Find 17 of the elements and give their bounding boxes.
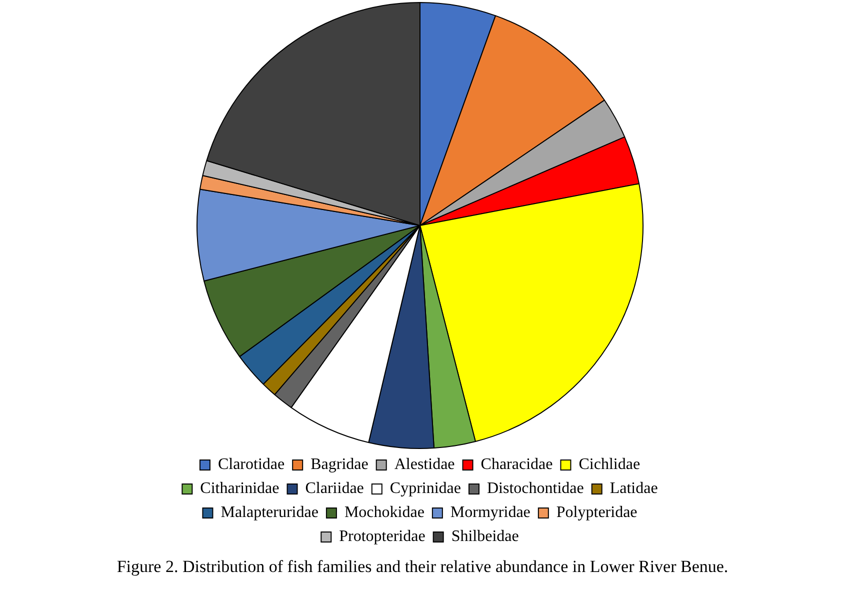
legend-label: Clariidae: [305, 480, 364, 498]
legend-label: Polypteridae: [556, 504, 638, 522]
legend-label: Alestidae: [394, 456, 455, 474]
legend-label: Bagridae: [310, 456, 368, 474]
legend-label: Malapteruridae: [220, 504, 318, 522]
legend-label: Cyprinidae: [390, 480, 461, 498]
legend-label: Clarotidae: [218, 456, 285, 474]
legend-label: Protopteridae: [339, 528, 426, 546]
legend-label: Mormyridae: [450, 504, 530, 522]
legend-label: Latidae: [610, 480, 658, 498]
legend-label: Characidae: [480, 456, 553, 474]
legend-label: Citharinidae: [200, 480, 280, 498]
legend-label: Distochontidae: [486, 480, 584, 498]
caption: Figure 2. Distribution of fish families and their relative abundance in Lower River Benue.: [116, 557, 730, 577]
legend-label: Mochokidae: [344, 504, 424, 522]
legend-label: Cichlidae: [578, 456, 640, 474]
legend-label: Shilbeidae: [451, 528, 519, 546]
